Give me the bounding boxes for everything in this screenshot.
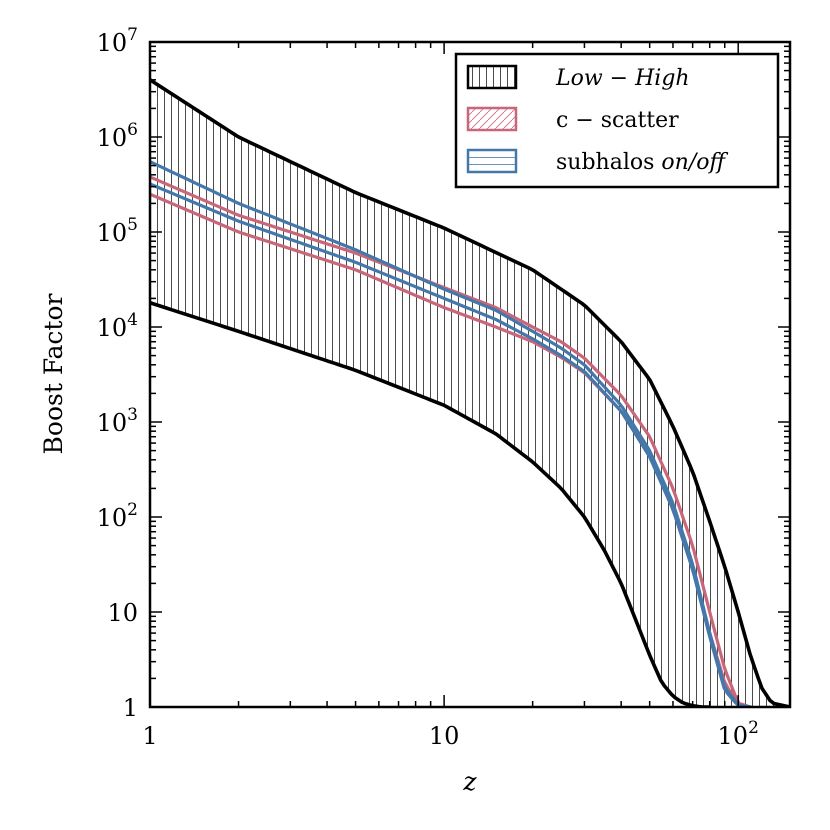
y-tick-label: 105 xyxy=(97,215,138,247)
x-axis-title: z xyxy=(462,767,477,796)
legend-label-subhalos: subhalos on/off xyxy=(556,150,728,175)
y-tick-label: 104 xyxy=(97,310,138,342)
y-tick-label: 10 xyxy=(107,599,138,627)
series-line-subhalos-off xyxy=(150,182,752,707)
y-tick-label: 1 xyxy=(123,694,138,722)
y-tick-label: 103 xyxy=(97,405,138,437)
legend-label-subhalos-italic: on/off xyxy=(661,150,728,175)
plot-frame xyxy=(148,40,792,709)
x-tick-label: 1 xyxy=(142,722,157,750)
legend-swatch-band xyxy=(466,64,518,90)
legend-swatch-subhalos xyxy=(466,148,518,174)
legend-label-band: Low − High xyxy=(555,66,690,91)
tick-labels: 1 10 102 1 10 102 103 104 105 106 107 xyxy=(97,25,759,750)
y-tick-label: 102 xyxy=(97,500,138,532)
y-axis-title: Boost Factor xyxy=(39,294,68,455)
legend: Low − High c − scatter subhalos on/off xyxy=(454,52,780,189)
legend-entry-cscatter: c − scatter xyxy=(466,106,679,133)
band-lower-line xyxy=(150,301,710,707)
legend-entry-band: Low − High xyxy=(466,64,690,91)
legend-swatch-cscatter xyxy=(466,106,518,132)
legend-label-subhalos-prefix: subhalos xyxy=(556,150,661,175)
legend-entry-subhalos: subhalos on/off xyxy=(466,148,728,175)
band-upper-line xyxy=(150,78,790,707)
series-line-subhalos-on xyxy=(150,160,752,707)
plot-area xyxy=(150,78,790,707)
x-tick-label: 10 xyxy=(429,722,460,750)
series-line-c-scatter-high xyxy=(150,175,752,707)
x-tick-label: 102 xyxy=(718,718,759,750)
y-tick-label: 107 xyxy=(97,25,138,57)
legend-label-cscatter: c − scatter xyxy=(556,108,679,133)
y-tick-label: 106 xyxy=(97,120,138,152)
band-fill-low-high xyxy=(150,79,790,707)
